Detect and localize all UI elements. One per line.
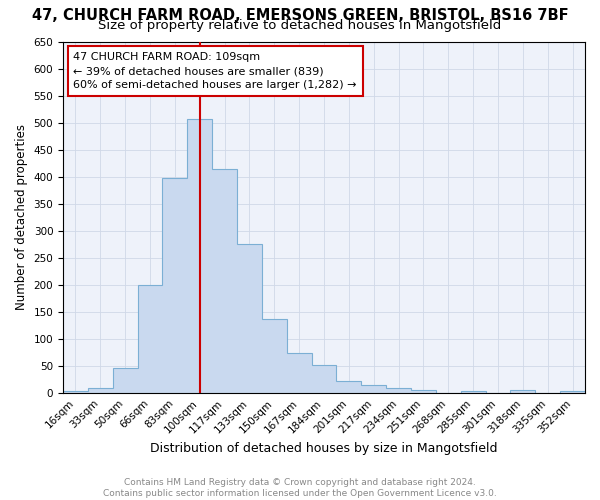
Text: 47 CHURCH FARM ROAD: 109sqm
← 39% of detached houses are smaller (839)
60% of se: 47 CHURCH FARM ROAD: 109sqm ← 39% of det… [73,52,357,90]
Y-axis label: Number of detached properties: Number of detached properties [15,124,28,310]
Text: 47, CHURCH FARM ROAD, EMERSONS GREEN, BRISTOL, BS16 7BF: 47, CHURCH FARM ROAD, EMERSONS GREEN, BR… [32,8,568,22]
X-axis label: Distribution of detached houses by size in Mangotsfield: Distribution of detached houses by size … [150,442,498,455]
Text: Contains HM Land Registry data © Crown copyright and database right 2024.
Contai: Contains HM Land Registry data © Crown c… [103,478,497,498]
Text: Size of property relative to detached houses in Mangotsfield: Size of property relative to detached ho… [98,18,502,32]
